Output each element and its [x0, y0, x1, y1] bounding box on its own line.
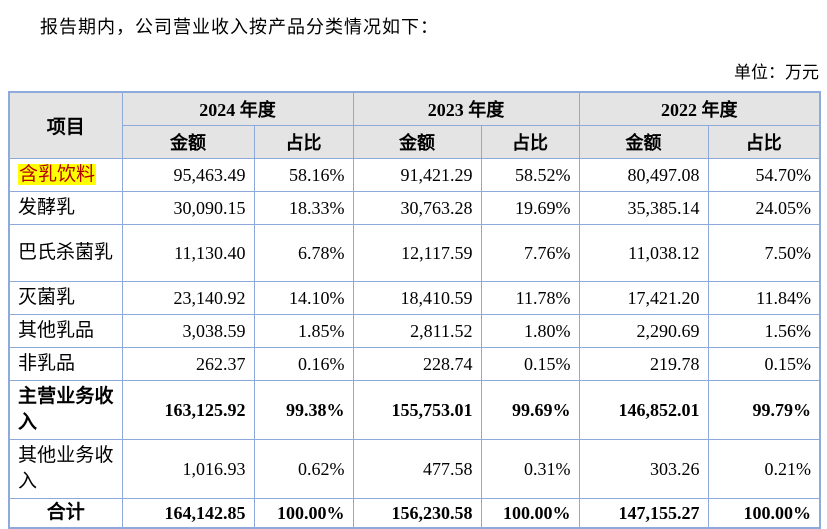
value-cell: 95,463.49 [121, 158, 255, 192]
table-row: 主营业务收入 163,125.92 99.38% 155,753.01 99.69% 14… [8, 380, 821, 440]
revenue-by-product-table: 项目 2024 年度 2023 年度 2022 年度 金额 占比 金额 占比 金… [8, 91, 821, 529]
value-cell: 146,852.01 [578, 380, 709, 440]
item-cell: 灭菌乳 [8, 281, 123, 315]
document-page: 报告期内，公司营业收入按产品分类情况如下： 单位：万元 项目 2024 年度 2… [8, 17, 821, 529]
value-cell: 30,763.28 [352, 191, 482, 225]
value-cell: 262.37 [121, 347, 255, 381]
value-cell: 0.15% [707, 347, 821, 381]
col-header-share: 占比 [480, 125, 580, 159]
value-cell: 2,290.69 [578, 314, 709, 348]
value-cell: 100.00% [253, 498, 354, 529]
value-cell: 1,016.93 [121, 439, 255, 499]
value-cell: 100.00% [707, 498, 821, 529]
value-cell: 1.85% [253, 314, 354, 348]
table-row: 其他业务收入 1,016.93 0.62% 477.58 0.31% 303.26 0.21… [8, 439, 821, 499]
value-cell: 14.10% [253, 281, 354, 315]
value-cell: 156,230.58 [352, 498, 482, 529]
value-cell: 11.78% [480, 281, 580, 315]
highlighted-item: 含乳饮料 [18, 164, 97, 185]
value-cell: 0.15% [480, 347, 580, 381]
value-cell: 0.62% [253, 439, 354, 499]
item-cell: 主营业务收入 [8, 380, 123, 440]
value-cell: 164,142.85 [121, 498, 255, 529]
value-cell: 3,038.59 [121, 314, 255, 348]
item-cell: 含乳饮料 [8, 158, 123, 192]
col-header-share: 占比 [253, 125, 354, 159]
value-cell: 18,410.59 [352, 281, 482, 315]
value-cell: 58.52% [480, 158, 580, 192]
value-cell: 477.58 [352, 439, 482, 499]
value-cell: 7.50% [707, 224, 821, 282]
item-cell: 巴氏杀菌乳 [8, 224, 123, 282]
value-cell: 1.80% [480, 314, 580, 348]
value-cell: 35,385.14 [578, 191, 709, 225]
table-row: 非乳品 262.37 0.16% 228.74 0.15% 219.78 0.15% [8, 347, 821, 381]
value-cell: 91,421.29 [352, 158, 482, 192]
table-row: 灭菌乳 23,140.92 14.10% 18,410.59 11.78% 17,421.… [8, 281, 821, 315]
col-header-amount: 金额 [352, 125, 482, 159]
value-cell: 17,421.20 [578, 281, 709, 315]
value-cell: 30,090.15 [121, 191, 255, 225]
col-header-year-2024: 2024 年度 [121, 91, 354, 126]
table-row: 合计 164,142.85 100.00% 156,230.58 100.00% 147,… [8, 498, 821, 529]
unit-label: 单位：万元 [734, 63, 819, 82]
col-header-item: 项目 [8, 91, 123, 159]
value-cell: 1.56% [707, 314, 821, 348]
value-cell: 54.70% [707, 158, 821, 192]
value-cell: 99.79% [707, 380, 821, 440]
item-cell: 发酵乳 [8, 191, 123, 225]
col-header-year-2022: 2022 年度 [578, 91, 821, 126]
value-cell: 163,125.92 [121, 380, 255, 440]
col-header-amount: 金额 [121, 125, 255, 159]
item-cell: 合计 [8, 498, 123, 529]
value-cell: 100.00% [480, 498, 580, 529]
table-row: 其他乳品 3,038.59 1.85% 2,811.52 1.80% 2,290.69 1.… [8, 314, 821, 348]
table-body: 含乳饮料 95,463.49 58.16% 91,421.29 58.52% 80,497… [8, 158, 821, 529]
value-cell: 155,753.01 [352, 380, 482, 440]
header-row-subheaders: 金额 占比 金额 占比 金额 占比 [9, 125, 821, 159]
intro-text: 报告期内，公司营业收入按产品分类情况如下： [40, 17, 439, 37]
value-cell: 0.31% [480, 439, 580, 499]
item-cell: 非乳品 [8, 347, 123, 381]
value-cell: 228.74 [352, 347, 482, 381]
value-cell: 303.26 [578, 439, 709, 499]
item-cell: 其他业务收入 [8, 439, 123, 499]
value-cell: 24.05% [707, 191, 821, 225]
value-cell: 19.69% [480, 191, 580, 225]
value-cell: 0.16% [253, 347, 354, 381]
value-cell: 99.38% [253, 380, 354, 440]
value-cell: 219.78 [578, 347, 709, 381]
value-cell: 99.69% [480, 380, 580, 440]
value-cell: 80,497.08 [578, 158, 709, 192]
value-cell: 12,117.59 [352, 224, 482, 282]
value-cell: 11,130.40 [121, 224, 255, 282]
item-cell: 其他乳品 [8, 314, 123, 348]
value-cell: 2,811.52 [352, 314, 482, 348]
value-cell: 147,155.27 [578, 498, 709, 529]
value-cell: 58.16% [253, 158, 354, 192]
col-header-share: 占比 [707, 125, 821, 159]
value-cell: 11,038.12 [578, 224, 709, 282]
col-header-year-2023: 2023 年度 [352, 91, 580, 126]
value-cell: 11.84% [707, 281, 821, 315]
value-cell: 23,140.92 [121, 281, 255, 315]
table-row: 巴氏杀菌乳 11,130.40 6.78% 12,117.59 7.76% 11,038.… [8, 224, 821, 282]
value-cell: 0.21% [707, 439, 821, 499]
value-cell: 6.78% [253, 224, 354, 282]
value-cell: 7.76% [480, 224, 580, 282]
value-cell: 18.33% [253, 191, 354, 225]
table-row: 含乳饮料 95,463.49 58.16% 91,421.29 58.52% 80,497… [8, 158, 821, 192]
table-row: 发酵乳 30,090.15 18.33% 30,763.28 19.69% 35,385.… [8, 191, 821, 225]
header-row-years: 项目 2024 年度 2023 年度 2022 年度 [8, 91, 821, 159]
col-header-amount: 金额 [578, 125, 709, 159]
